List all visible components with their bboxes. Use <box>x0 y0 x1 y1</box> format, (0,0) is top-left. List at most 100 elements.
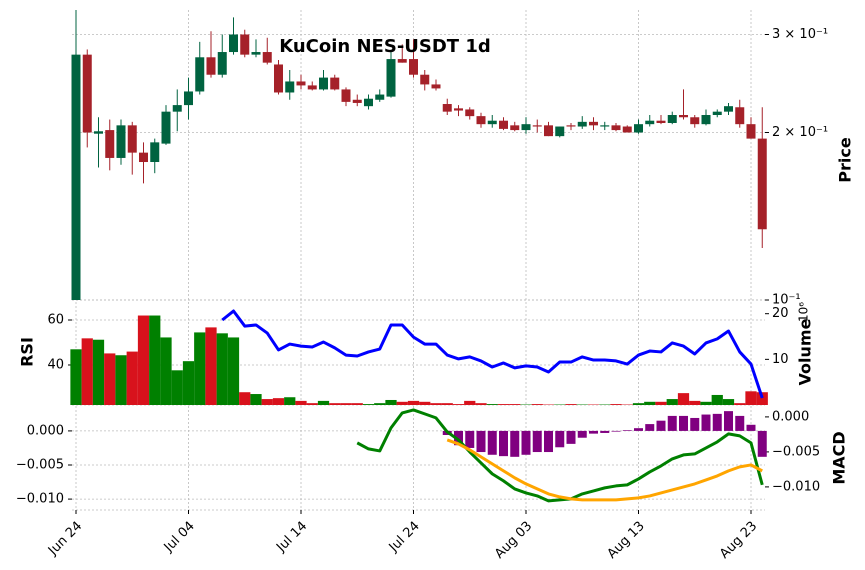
bar <box>645 424 655 431</box>
x-tick-label: Jul 04 <box>161 519 198 556</box>
candle-body <box>465 109 475 117</box>
bar <box>644 401 656 405</box>
bar <box>600 430 610 433</box>
candle-body <box>544 125 553 137</box>
bar <box>544 430 553 453</box>
candle-body <box>71 54 81 300</box>
candle-body <box>656 120 666 124</box>
candle-body <box>690 117 700 125</box>
bar <box>374 403 386 405</box>
bar <box>362 404 375 405</box>
bar <box>712 413 722 431</box>
y-axis-label: MACD <box>830 431 849 484</box>
bar <box>194 332 206 405</box>
candle-body <box>589 121 598 126</box>
x-tick-label: Jun 24 <box>45 519 85 559</box>
candle-body <box>757 138 767 230</box>
bar <box>610 404 622 405</box>
bar <box>250 394 262 405</box>
bar <box>385 399 397 405</box>
candle-body <box>701 115 711 125</box>
candle-body <box>184 91 193 106</box>
bar <box>171 370 183 405</box>
candle-body <box>712 111 722 116</box>
bar <box>611 430 621 432</box>
bar <box>589 430 598 434</box>
candle-body <box>240 34 250 55</box>
tick-label: 3 × 10⁻¹ <box>772 27 828 42</box>
candle-body <box>645 120 655 125</box>
bar <box>487 430 497 455</box>
bar <box>239 392 251 405</box>
candle-body <box>150 142 160 163</box>
candle-body <box>307 85 317 90</box>
x-tick-label: Jul 14 <box>273 519 310 556</box>
bar <box>656 420 666 431</box>
bar <box>295 400 307 405</box>
tick-label: 0.000 <box>772 409 809 424</box>
candle-body <box>229 34 238 53</box>
bar <box>465 430 475 448</box>
bar <box>497 404 510 405</box>
candle-body <box>735 107 745 125</box>
bar <box>532 430 542 453</box>
bar <box>306 403 318 405</box>
bar <box>655 401 667 405</box>
bar <box>182 361 195 405</box>
line <box>221 309 764 399</box>
tick-label: 0.000 <box>27 423 64 438</box>
candle-body <box>161 111 171 144</box>
candle-body <box>352 99 362 103</box>
bar <box>667 415 677 431</box>
bar <box>734 403 746 405</box>
candle-body <box>555 126 565 137</box>
bar <box>329 403 341 405</box>
candle-body <box>409 59 418 75</box>
candle-body <box>330 77 340 90</box>
candle-body <box>622 126 632 133</box>
candle-body <box>217 52 227 75</box>
bar <box>509 404 521 405</box>
candle-body <box>454 108 463 111</box>
chart-title: KuCoin NES-USDT 1d <box>279 36 491 57</box>
tick-label: −0.010 <box>16 492 64 507</box>
candle-body <box>397 59 407 63</box>
tick-label: −0.005 <box>16 458 64 473</box>
candle-body <box>431 84 441 89</box>
candle-body <box>375 94 385 100</box>
bar <box>149 315 161 405</box>
y2-offset-label: 10⁶ <box>797 302 811 322</box>
bar <box>711 394 723 405</box>
candle-body <box>577 121 587 127</box>
candle-body <box>285 81 295 93</box>
bar <box>70 349 82 405</box>
y2-axis-label: Volume <box>796 318 815 385</box>
bar <box>284 397 296 405</box>
bar <box>724 411 733 431</box>
candle-body <box>195 57 205 92</box>
tick-label: 60 <box>47 313 64 328</box>
candle-body <box>251 52 261 55</box>
y-axis-label: RSI <box>18 337 37 367</box>
bar <box>531 404 543 405</box>
candle-body <box>442 104 452 112</box>
bar <box>510 430 520 457</box>
bar <box>340 403 352 405</box>
bar <box>746 424 756 431</box>
candle-body <box>600 125 610 127</box>
line <box>356 408 764 503</box>
candle-body <box>262 52 272 63</box>
bar <box>441 403 453 405</box>
candle-body <box>510 125 520 131</box>
bar <box>622 430 632 431</box>
x-tick-label: Jul 24 <box>386 519 423 556</box>
bar <box>634 428 643 431</box>
bar <box>464 400 476 405</box>
bar <box>722 399 735 405</box>
candle-body <box>296 81 306 86</box>
bar <box>690 417 700 431</box>
bar <box>700 401 712 405</box>
bar <box>701 414 711 431</box>
bar <box>499 430 508 457</box>
bar <box>756 392 768 405</box>
